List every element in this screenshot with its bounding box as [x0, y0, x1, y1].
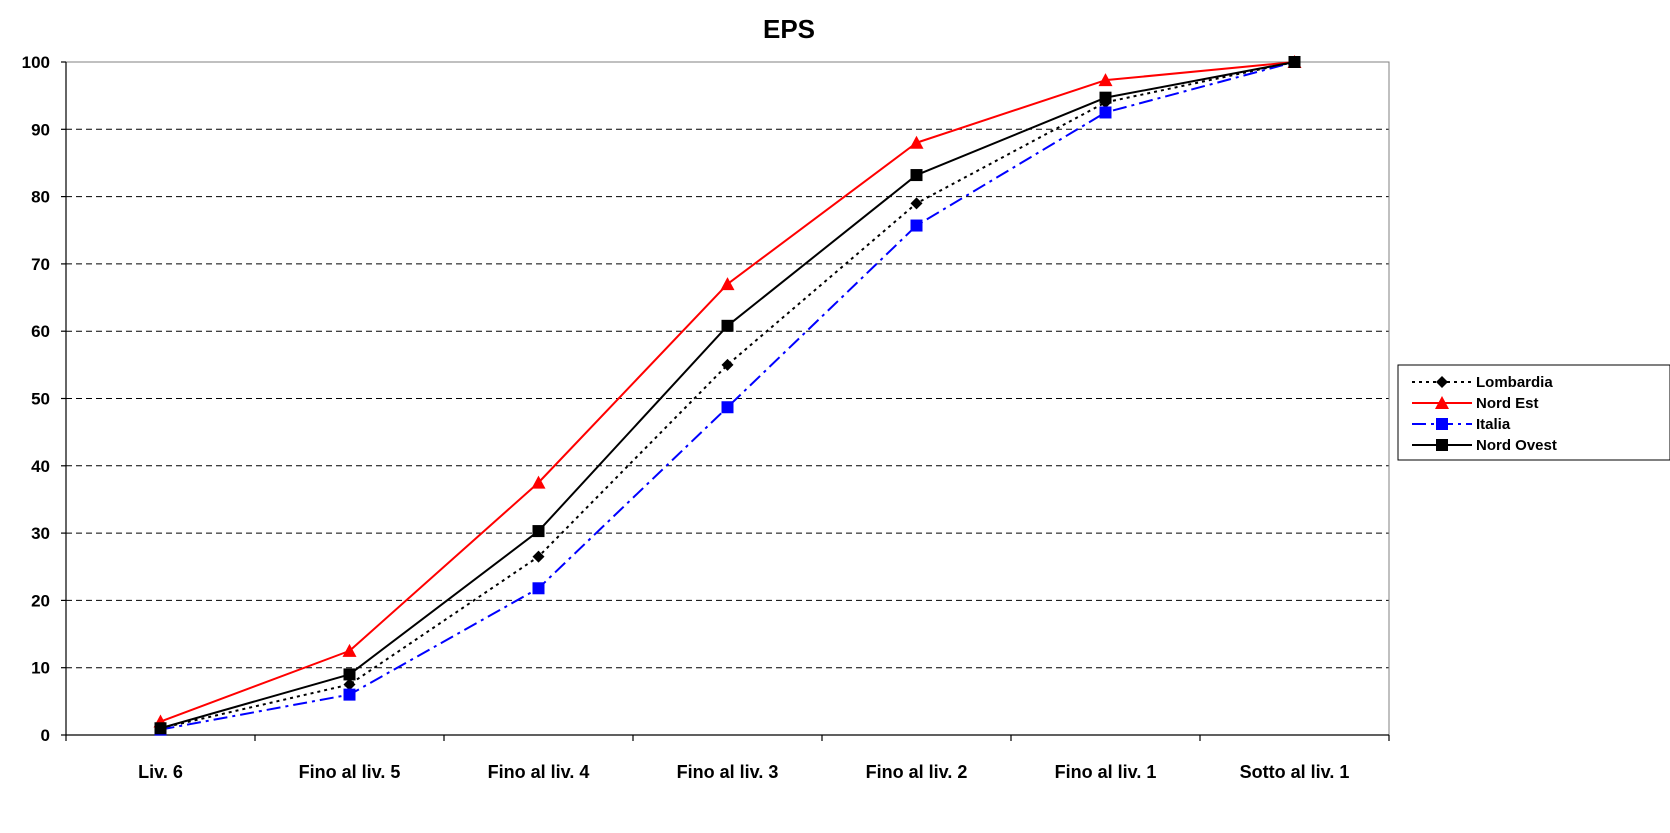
legend-entry: Italia [1412, 416, 1511, 433]
legend-swatch-marker [1436, 439, 1448, 451]
data-point [1098, 73, 1113, 87]
series-nord-est [153, 55, 1302, 728]
data-point [1099, 91, 1112, 104]
series-line [160, 61, 1295, 731]
legend-entry: Nord Ovest [1412, 437, 1557, 454]
chart-title: EPS [763, 14, 815, 44]
series-nord-ovest [154, 56, 1301, 735]
data-point [343, 678, 356, 691]
y-tick-label: 20 [31, 591, 50, 610]
legend-label: Italia [1476, 416, 1511, 433]
x-tick-label: Fino al liv. 5 [299, 762, 401, 782]
x-tick-label: Sotto al liv. 1 [1240, 762, 1350, 782]
legend-entry: Nord Est [1412, 395, 1539, 412]
data-point [342, 643, 357, 657]
series-line [160, 61, 1295, 723]
legend-label: Nord Ovest [1476, 437, 1557, 454]
data-point [909, 135, 924, 149]
legend-entry: Lombardia [1412, 374, 1553, 391]
y-tick-label: 40 [31, 457, 50, 476]
data-point [343, 668, 356, 681]
legend-swatch-marker [1436, 418, 1448, 430]
y-tick-label: 100 [22, 53, 50, 72]
data-point [532, 582, 545, 595]
legend: Lombardia Nord Est Italia Nord Ovest [1397, 364, 1670, 461]
series-line [160, 61, 1295, 730]
x-tick-label: Fino al liv. 4 [488, 762, 590, 782]
legend-label: Nord Est [1476, 395, 1539, 412]
x-tick-label: Liv. 6 [138, 762, 183, 782]
legend-swatch-marker [1435, 396, 1449, 409]
data-point [1288, 56, 1301, 68]
data-point [721, 358, 734, 371]
axes [61, 61, 1390, 741]
series [153, 55, 1302, 736]
data-point [531, 475, 546, 489]
y-tick-label: 30 [31, 524, 50, 543]
data-point [721, 401, 734, 414]
data-point [910, 169, 923, 182]
legend-label: Lombardia [1476, 374, 1553, 391]
y-tick-label: 80 [31, 188, 50, 207]
series-italia [154, 56, 1301, 736]
x-tick-label: Fino al liv. 1 [1055, 762, 1157, 782]
y-tick-label: 10 [31, 659, 50, 678]
data-point [720, 277, 735, 291]
legend-swatch-marker [1436, 376, 1448, 388]
series-lombardia [154, 56, 1301, 735]
y-tick-label: 70 [31, 255, 50, 274]
data-point [532, 525, 545, 538]
data-point [910, 197, 923, 210]
y-tick-label: 60 [31, 322, 50, 341]
data-point [343, 688, 356, 701]
data-point [532, 550, 545, 563]
y-tick-label: 50 [31, 390, 50, 409]
series-line [160, 61, 1295, 730]
y-tick-label: 0 [41, 726, 50, 745]
data-point [910, 219, 923, 232]
data-point [721, 319, 734, 332]
x-axis-tick-labels: Liv. 6 Fino al liv. 5 Fino al liv. 4 Fino a… [138, 762, 1349, 782]
x-tick-label: Fino al liv. 2 [866, 762, 968, 782]
y-axis-tick-labels: 0 10 20 30 40 50 60 70 80 90 100 [22, 53, 50, 745]
y-tick-label: 90 [31, 120, 50, 139]
data-point [154, 722, 167, 735]
data-point [1099, 106, 1112, 119]
x-tick-label: Fino al liv. 3 [677, 762, 779, 782]
